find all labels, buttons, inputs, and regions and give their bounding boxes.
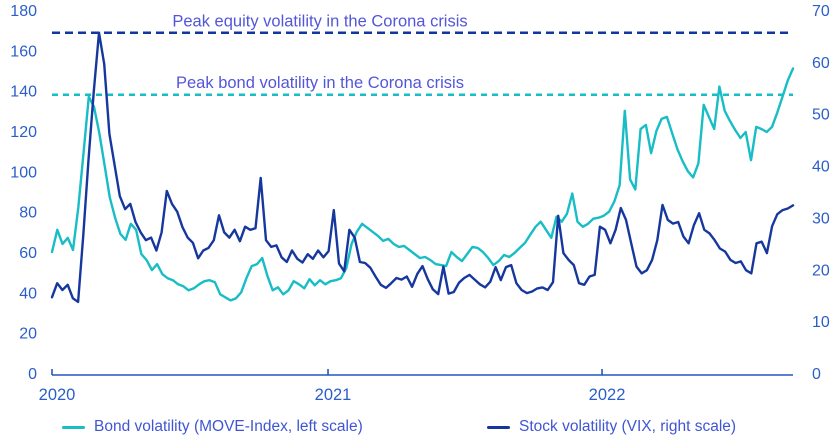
y-left-tick-label: 100 [10, 164, 37, 181]
y-right-tick-label: 10 [812, 314, 830, 331]
vix-legend-swatch [487, 425, 510, 429]
y-left-tick-label: 0 [28, 366, 37, 383]
legend-item-vix: Stock volatility (VIX, right scale) [487, 418, 736, 436]
y-right-tick-label: 70 [812, 3, 830, 20]
y-right-tick-label: 50 [812, 107, 830, 124]
y-right-tick-label: 40 [812, 159, 830, 176]
legend-item-move: Bond volatility (MOVE-Index, left scale) [62, 418, 363, 436]
y-left-tick-label: 80 [19, 205, 37, 222]
vix-legend-label: Stock volatility (VIX, right scale) [519, 418, 737, 435]
y-left-tick-label: 60 [19, 245, 37, 262]
y-left-tick-label: 40 [19, 285, 37, 302]
y-right-tick-label: 0 [812, 366, 821, 383]
y-right-tick-label: 20 [812, 262, 830, 279]
x-tick-label: 2022 [589, 386, 626, 404]
move-line [50, 67, 795, 302]
move-legend-swatch [62, 425, 85, 429]
bond-peak-label: Peak bond volatility in the Corona crisi… [176, 74, 464, 92]
x-tick-label: 2021 [315, 386, 352, 404]
y-left-tick-label: 20 [19, 326, 37, 343]
y-right-tick-label: 60 [812, 55, 830, 72]
y-left-tick-label: 140 [10, 84, 37, 101]
y-right-tick-label: 30 [812, 210, 830, 227]
y-left-tick-label: 120 [10, 124, 37, 141]
x-tick-label: 2020 [39, 386, 76, 404]
vix-line [50, 31, 795, 304]
equity-peak-label: Peak equity volatility in the Corona cri… [172, 12, 467, 30]
y-left-tick-label: 160 [10, 43, 37, 60]
y-left-tick-label: 180 [10, 3, 37, 20]
move-legend-label: Bond volatility (MOVE-Index, left scale) [94, 418, 363, 435]
